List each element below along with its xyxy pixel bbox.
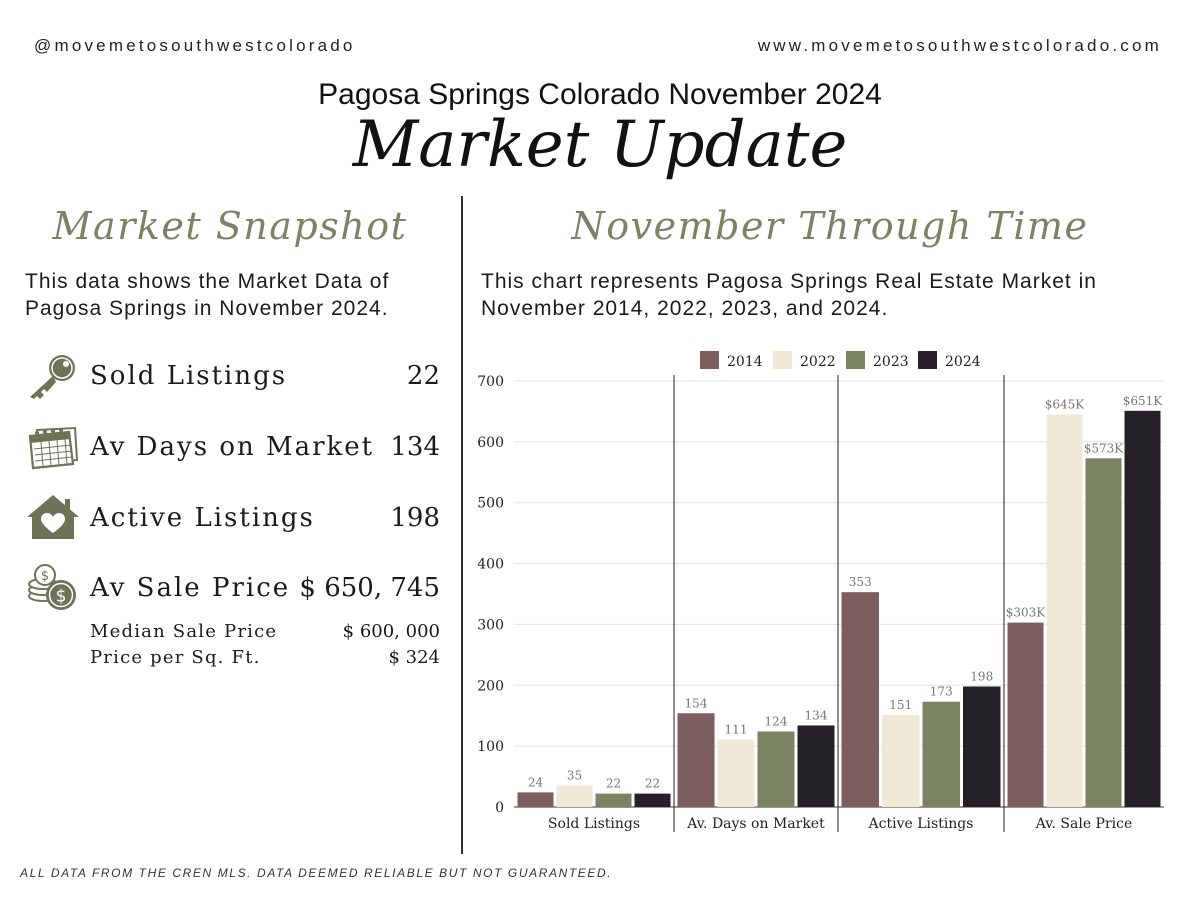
legend-swatch (846, 351, 865, 369)
bar-value-label: 24 (528, 775, 544, 789)
coins-dollar-icon: $ $ (25, 563, 81, 613)
snapshot-description: This data shows the Market Data of Pagos… (25, 270, 390, 320)
y-tick-label: 0 (495, 800, 504, 816)
y-tick-label: 100 (477, 739, 504, 755)
page-title: Market Update (352, 108, 848, 182)
stat-sold-listings: Sold Listings 22 (25, 351, 440, 401)
stat-days-on-market: Av Days on Market 134 (25, 422, 440, 472)
stat-value: 198 (390, 503, 440, 533)
bar (717, 739, 755, 807)
bar-value-label: 124 (765, 715, 788, 729)
price-per-sqft-row: Price per Sq. Ft. $ 324 (90, 647, 440, 668)
bar (1124, 410, 1161, 807)
stat-value: $ 650, 745 (299, 573, 440, 603)
bar (595, 793, 632, 807)
bar (963, 686, 1001, 807)
bar-value-label: 151 (889, 698, 912, 712)
legend-swatch (773, 351, 792, 369)
legend-swatch (918, 351, 937, 369)
y-tick-label: 200 (477, 678, 504, 694)
bar (757, 731, 795, 807)
substat-label: Median Sale Price (90, 621, 278, 642)
legend-swatch (700, 351, 719, 369)
bar-value-label: 35 (567, 769, 582, 783)
bar-value-label: 111 (725, 722, 748, 736)
stat-label: Av Sale Price (90, 573, 291, 603)
x-tick-label: Active Listings (868, 816, 974, 832)
stat-av-sale-price: $ $ Av Sale Price $ 650, 745 (25, 563, 440, 613)
through-time-title: November Through Time (571, 204, 1089, 248)
house-heart-icon (25, 493, 81, 543)
snapshot-title: Market Snapshot (52, 204, 408, 248)
page-subtitle: Pagosa Springs Colorado November 2024 (318, 78, 882, 111)
bar (677, 713, 715, 807)
legend-label: 2022 (800, 354, 836, 370)
legend-label: 2023 (873, 354, 909, 370)
legend-label: 2024 (945, 354, 981, 370)
y-tick-label: 400 (477, 557, 504, 573)
y-tick-label: 300 (477, 617, 504, 633)
market-bar-chart: 0 100 200 300 400 500 600 700 24 35 22 22 Sold Listi… (477, 351, 1164, 832)
bar-value-label: $573K (1084, 441, 1125, 455)
substat-value: $ 600, 000 (342, 621, 440, 642)
stat-value: 134 (390, 432, 440, 462)
stat-value: 22 (406, 361, 440, 391)
bar (1085, 458, 1122, 807)
y-tick-label: 500 (477, 496, 504, 512)
median-sale-price-row: Median Sale Price $ 600, 000 (90, 621, 440, 642)
calendar-icon (25, 422, 81, 472)
stat-label: Av Days on Market (90, 432, 375, 462)
bar (634, 793, 671, 807)
bar-value-label: $303K (1006, 606, 1047, 620)
bar-value-label: 22 (606, 777, 621, 791)
y-tick-label: 700 (477, 374, 504, 390)
svg-text:$: $ (56, 587, 67, 607)
website-url[interactable]: www.movemetosouthwestcolorado.com (757, 36, 1162, 55)
bar-value-label: 198 (970, 670, 993, 684)
legend-label: 2014 (727, 354, 763, 370)
bar (797, 725, 835, 807)
y-tick-label: 600 (477, 435, 504, 451)
substat-label: Price per Sq. Ft. (90, 647, 261, 668)
key-icon (25, 351, 81, 401)
bar-value-label: 134 (805, 708, 828, 722)
bar (1007, 622, 1044, 807)
column-divider (461, 196, 463, 854)
bar-value-label: 173 (930, 685, 953, 699)
bar-value-label: $645K (1045, 397, 1086, 411)
bar-value-label: $651K (1123, 394, 1164, 408)
bar-value-label: 154 (685, 696, 708, 710)
bar (841, 592, 879, 807)
stat-active-listings: Active Listings 198 (25, 493, 440, 543)
through-time-description: This chart represents Pagosa Springs Rea… (481, 270, 1097, 320)
x-tick-label: Sold Listings (548, 816, 640, 832)
bar (1046, 414, 1083, 807)
substat-value: $ 324 (388, 647, 440, 668)
bar (517, 792, 554, 807)
bar (882, 715, 920, 807)
stat-label: Sold Listings (90, 361, 288, 391)
bar-value-label: 22 (645, 777, 660, 791)
bar (922, 701, 960, 807)
stat-label: Active Listings (90, 503, 315, 533)
data-disclaimer: ALL DATA FROM THE CREN MLS. DATA DEEMED … (20, 866, 613, 880)
x-tick-label: Av. Days on Market (686, 816, 825, 832)
instagram-handle: @movemetosouthwestcolorado (34, 36, 356, 55)
svg-text:$: $ (41, 569, 49, 584)
bar (556, 785, 593, 807)
bar-value-label: 353 (849, 575, 872, 589)
x-tick-label: Av. Sale Price (1035, 816, 1133, 832)
